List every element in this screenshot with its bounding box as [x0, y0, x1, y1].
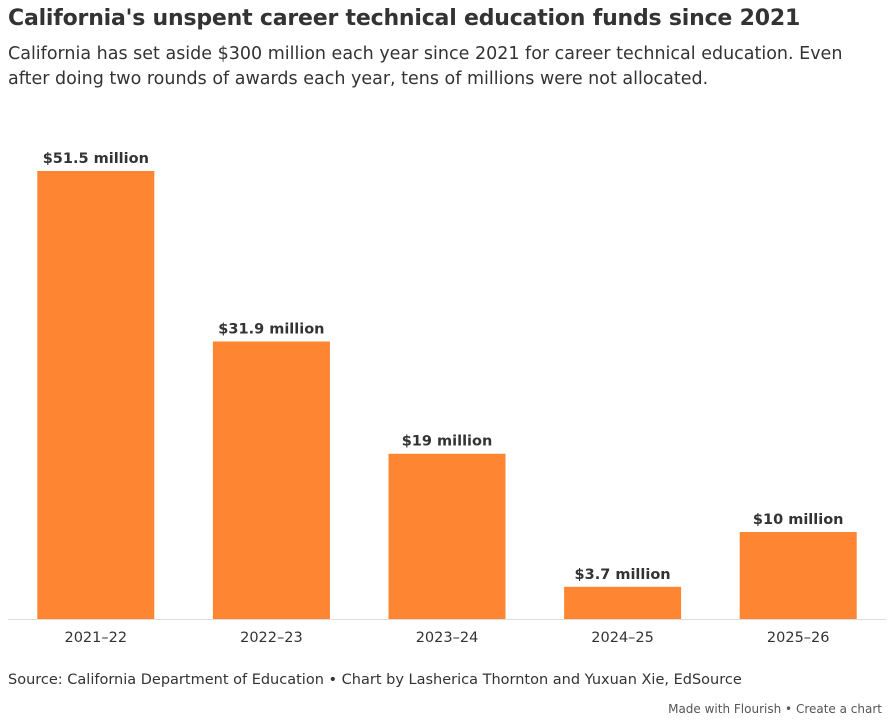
create-chart-link[interactable]: Create a chart [795, 702, 882, 716]
x-tick-label-3: 2024–25 [591, 630, 654, 646]
value-label-4: $10 million [753, 512, 844, 528]
flourish-credit: Made with Flourish • Create a chart [668, 700, 882, 718]
bar-0[interactable] [37, 171, 155, 619]
made-with-flourish-link[interactable]: Made with Flourish [668, 702, 782, 716]
chart-title: California's unspent career technical ed… [8, 6, 801, 31]
chart-subtitle: California has set aside $300 million ea… [8, 44, 843, 89]
x-tick-label-2: 2023–24 [416, 630, 479, 646]
x-tick-label-4: 2025–26 [767, 630, 830, 646]
bar-chart: $51.5 million 2021–22 $31.9 million 2022–23… [8, 151, 886, 646]
value-label-0: $51.5 million [43, 151, 149, 167]
bar-1[interactable] [212, 341, 330, 619]
credit-separator: • [785, 702, 793, 716]
value-label-3: $3.7 million [575, 567, 671, 583]
bar-4[interactable] [739, 532, 857, 619]
x-tick-label-1: 2022–23 [240, 630, 303, 646]
bar-2[interactable] [388, 453, 506, 619]
source-note: Source: California Department of Educati… [8, 672, 742, 688]
x-tick-label-0: 2021–22 [64, 630, 127, 646]
value-label-1: $31.9 million [218, 322, 324, 338]
value-label-2: $19 million [402, 434, 493, 450]
bar-3[interactable] [564, 586, 682, 619]
